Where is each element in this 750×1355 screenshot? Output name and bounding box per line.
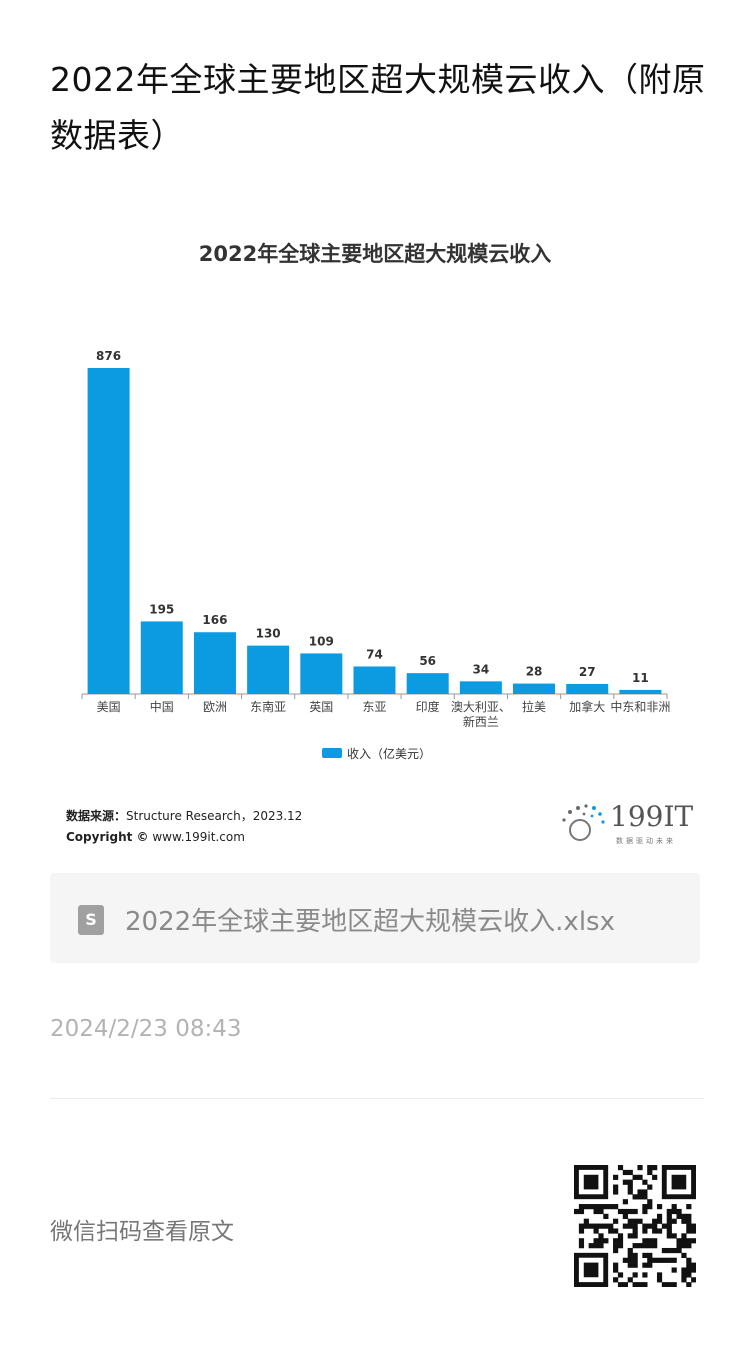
category-label: 中国	[150, 699, 174, 714]
copyright-label: Copyright ©	[66, 830, 149, 844]
bar	[513, 683, 556, 694]
chart-svg: 876 美国 195 中国 166 欧洲 130 东南亚 109 英国 74 东亚 56 印度 34 澳大利亚…	[81, 349, 670, 761]
category-label: 英国	[309, 700, 333, 714]
copyright-text: www.199it.com	[148, 830, 245, 844]
bar-value-label: 34	[473, 662, 490, 676]
category-label: 印度	[416, 699, 440, 714]
bar-value-label: 28	[526, 665, 543, 679]
bar-value-label: 74	[366, 647, 383, 661]
source-note: 数据来源：Structure Research，2023.12 Copyrigh…	[66, 806, 302, 848]
category-label: 拉美	[522, 699, 546, 714]
bar-chart: 2022年全球主要地区超大规模云收入 876 美国 195 中国 166 欧洲 130 东南亚…	[0, 220, 750, 860]
category-label: 东亚	[362, 700, 386, 714]
page-title: 2022年全球主要地区超大规模云收入（附原数据表）	[50, 60, 706, 155]
legend-swatch	[322, 748, 342, 758]
source-label: 数据来源：	[66, 809, 127, 823]
bar	[193, 632, 236, 694]
bar-value-label: 130	[256, 627, 281, 641]
legend-label: 收入（亿美元）	[347, 746, 431, 761]
bar	[353, 666, 396, 694]
timestamp: 2024/2/23 08:43	[50, 1016, 242, 1042]
logo-subtitle: 数据驱动未来	[616, 837, 676, 845]
logo-icon	[562, 804, 605, 841]
spreadsheet-icon: S	[78, 905, 104, 935]
category-label: 美国	[97, 700, 121, 714]
category-label: 加拿大	[569, 699, 605, 714]
category-label: 欧洲	[203, 700, 227, 714]
bar-value-label: 876	[96, 349, 121, 363]
qr-label: 微信扫码查看原文	[50, 1219, 234, 1245]
bar	[247, 645, 290, 694]
bar	[566, 683, 609, 694]
file-name[interactable]: 2022年全球主要地区超大规模云收入.xlsx	[125, 907, 615, 937]
bar-value-label: 109	[309, 634, 334, 648]
bar	[87, 368, 130, 694]
bar-value-label: 27	[579, 665, 596, 679]
chart-title: 2022年全球主要地区超大规模云收入	[198, 242, 552, 266]
bar	[140, 621, 183, 694]
bar-value-label: 166	[202, 613, 227, 627]
logo-text: 199IT	[610, 800, 694, 833]
bar-value-label: 56	[419, 654, 436, 668]
file-attachment[interactable]: S 2022年全球主要地区超大规模云收入.xlsx	[50, 873, 700, 963]
qr-code[interactable]	[574, 1165, 696, 1287]
divider	[50, 1098, 704, 1099]
bar-value-label: 11	[632, 671, 649, 685]
category-label: 中东和非洲	[610, 699, 670, 714]
bar	[406, 673, 449, 694]
source-text: Structure Research，2023.12	[126, 809, 303, 823]
category-label: 东南亚	[250, 699, 286, 714]
bar	[459, 681, 502, 694]
category-label: 新西兰	[463, 714, 499, 729]
bar	[619, 689, 662, 694]
category-label: 澳大利亚、	[451, 700, 511, 714]
bar-value-label: 195	[149, 602, 174, 616]
bar	[300, 653, 343, 694]
brand-logo: 199IT 数据驱动未来	[558, 800, 698, 850]
